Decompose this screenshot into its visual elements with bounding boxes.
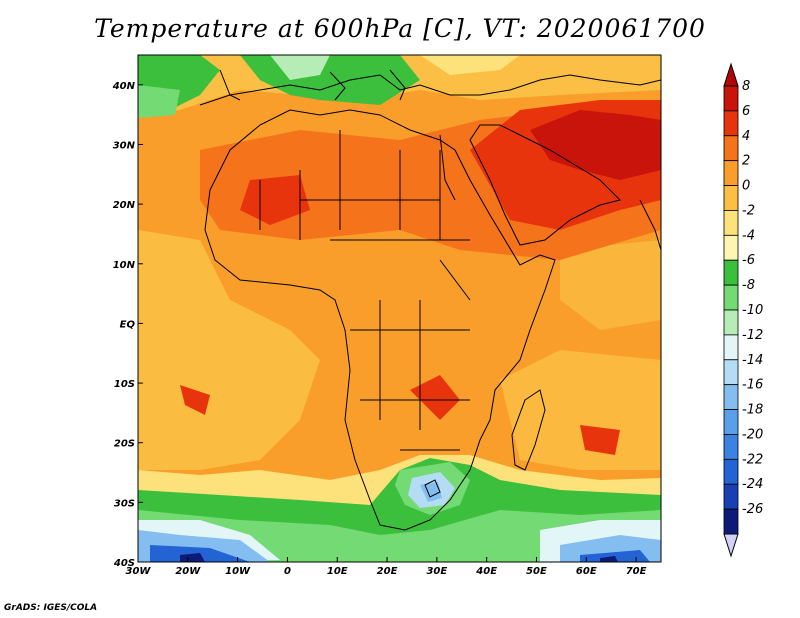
lat-tick-label: 40N [112, 81, 136, 92]
lat-tick-label: 20S [114, 439, 135, 450]
colorbar-swatch [723, 508, 739, 535]
colorbar-swatch [723, 259, 739, 286]
colorbar-label: -6 [742, 253, 755, 268]
colorbar-swatch [723, 185, 739, 211]
lon-tick-label: 0 [284, 566, 291, 577]
colorbar-label: -14 [742, 353, 763, 368]
colorbar-swatch [723, 334, 739, 361]
lat-tick-label: 30N [113, 140, 136, 151]
colorbar-swatch [723, 85, 739, 112]
lat-tick-label: 20N [113, 200, 136, 211]
colorbar-swatch [723, 135, 739, 162]
lon-tick-label: 20W [175, 566, 201, 577]
lon-tick-label: 60E [576, 566, 597, 577]
lon-tick-label: 10W [225, 566, 251, 577]
colorbar-swatch [723, 284, 739, 311]
coastlines [199, 69, 661, 531]
lat-tick-label: 10N [113, 260, 136, 271]
colorbar-label: -22 [742, 452, 763, 467]
lat-tick-label: 30S [114, 498, 135, 509]
lon-tick-label: 20E [377, 566, 398, 577]
colorbar-swatch [723, 359, 739, 386]
colorbar-label: -2 [742, 203, 755, 218]
colorbar-swatch [723, 483, 739, 510]
colorbar-label: -18 [742, 403, 763, 418]
colorbar-swatch [723, 309, 739, 336]
lat-tick-label: 40S [113, 558, 135, 569]
lat-tick-label: EQ [120, 319, 136, 330]
lon-tick-label: 30E [426, 566, 447, 577]
lon-tick-label: 50E [526, 566, 547, 577]
colorbar-label: 2 [742, 154, 750, 169]
credit-text: GrADS: IGES/COLA [4, 603, 98, 613]
colorbar-swatch [723, 434, 739, 460]
map-frame [137, 54, 662, 563]
colorbar-label: -10 [742, 303, 763, 318]
colorbar-swatch [723, 384, 739, 410]
colorbar-swatch [723, 210, 739, 236]
colorbar-label: -8 [742, 278, 755, 293]
colorbar-label: -24 [742, 477, 763, 492]
lon-tick-label: 10E [327, 566, 348, 577]
map-title: Temperature at 600hPa [C], VT: 202006170… [94, 14, 706, 43]
colorbar-swatch [723, 458, 739, 485]
colorbar-label: 0 [742, 179, 750, 194]
colorbar-label: 6 [742, 104, 750, 119]
colorbar-swatch [723, 160, 739, 186]
colorbar-label: -4 [742, 228, 755, 243]
colorbar-bottom-arrow [723, 533, 739, 558]
colorbar-top-arrow [723, 62, 739, 87]
colorbar-swatch [723, 409, 739, 435]
colorbar-label: -12 [742, 328, 763, 343]
lon-tick-label: 70E [626, 566, 647, 577]
colorbar-label: -16 [742, 378, 763, 393]
colorbar-label: -26 [742, 502, 763, 517]
colorbar-swatch [723, 234, 739, 261]
colorbar-label: 4 [742, 129, 750, 144]
colorbar-label: 8 [742, 79, 750, 94]
lon-tick-label: 40E [475, 566, 497, 577]
lat-tick-label: 10S [114, 379, 135, 390]
colorbar-swatch [723, 110, 739, 137]
colorbar-label: -20 [742, 427, 763, 442]
lon-tick-label: 30W [126, 566, 152, 577]
temperature-field [138, 55, 661, 562]
